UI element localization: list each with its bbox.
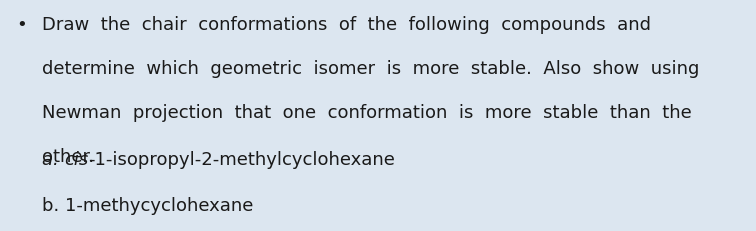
Text: a.: a. — [42, 150, 64, 168]
Text: determine  which  geometric  isomer  is  more  stable.  Also  show  using: determine which geometric isomer is more… — [42, 60, 699, 78]
Text: Newman  projection  that  one  conformation  is  more  stable  than  the: Newman projection that one conformation … — [42, 104, 691, 122]
Text: Draw  the  chair  conformations  of  the  following  compounds  and: Draw the chair conformations of the foll… — [42, 16, 651, 34]
Text: •: • — [17, 16, 27, 34]
Text: b. 1-methycyclohexane: b. 1-methycyclohexane — [42, 196, 253, 214]
Text: -1-isopropyl-2-methylcyclohexane: -1-isopropyl-2-methylcyclohexane — [88, 150, 395, 168]
Text: cis: cis — [64, 150, 88, 168]
Text: other.: other. — [42, 148, 94, 166]
